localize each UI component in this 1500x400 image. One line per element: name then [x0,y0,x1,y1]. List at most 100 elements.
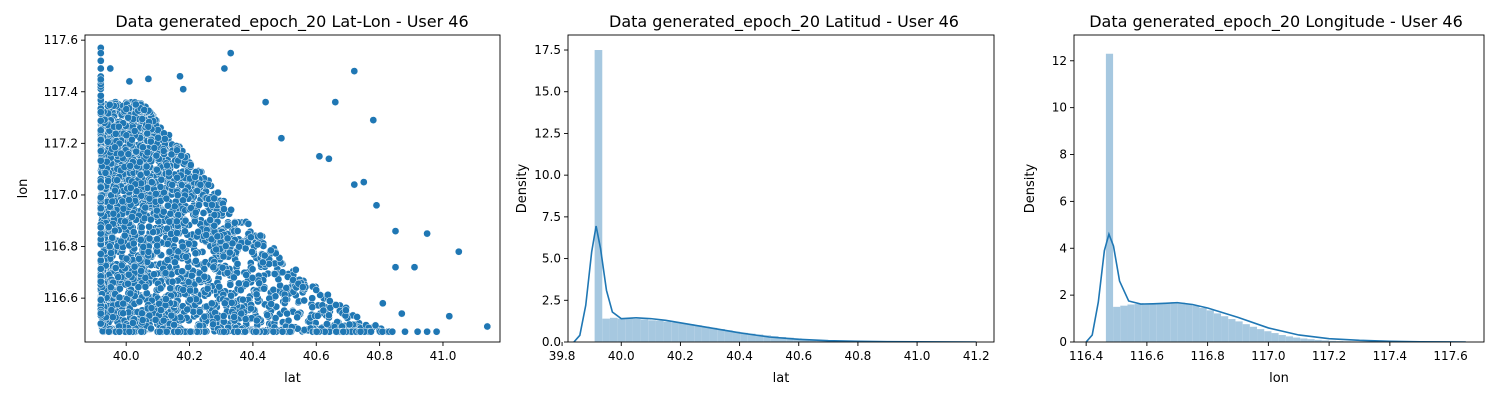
scatter-point [122,105,131,113]
histogram-bar [770,336,779,342]
scatter-point [369,116,378,124]
scatter-point [144,248,153,256]
scatter-point [174,247,183,256]
x-axis-label: lon [1269,371,1289,386]
scatter-point [161,135,169,143]
scatter-point [233,327,242,336]
histogram-bar [1141,303,1150,342]
scatter-point [96,147,105,155]
scatter-point [195,307,204,316]
histogram-bar [778,336,787,342]
scatter-point [225,248,234,257]
scatter-point [111,129,120,138]
histogram-bar [1300,338,1308,342]
scatter-point [378,299,387,308]
y-tick-label: 12 [1052,54,1067,68]
scatter-point [207,299,216,308]
scatter-point [187,204,195,212]
scatter-point [115,327,124,336]
histogram-bar [1321,340,1330,342]
scatter-point [151,316,160,324]
x-tick-label: 117.2 [1312,349,1346,363]
scatter-point [286,327,294,336]
scatter-point [130,262,139,271]
histogram-bar [686,324,695,342]
scatter-point [107,306,116,314]
scatter-point [291,265,300,274]
histogram-bar [678,323,687,342]
scatter-point [410,263,419,272]
y-tick-label: 8 [1059,148,1067,162]
scatter-point [109,313,117,322]
scatter-point [108,197,117,206]
scatter-point [242,271,251,279]
axes-frame [84,34,501,343]
histogram-bar [1329,340,1337,342]
y-tick-label: 6 [1059,194,1067,208]
scatter-point [218,263,227,272]
scatter-point [96,277,105,286]
scatter-point [142,162,151,171]
scatter-point [423,229,431,238]
scatter-point [200,272,209,281]
scatter-point [162,295,170,303]
histogram-bar [671,322,679,342]
scatter-point [199,209,208,217]
scatter-point [213,232,222,241]
scatter-point [391,227,400,235]
scatter-point [125,196,133,204]
scatter-point [111,264,120,272]
y-tick-label: 116.6 [44,291,78,305]
scatter-point [141,282,150,291]
scatter-point [332,327,341,336]
scatter-point [239,295,247,304]
scatter-point [124,113,133,122]
histogram-bar [1293,337,1301,342]
scatter-point [191,208,200,217]
scatter-point [293,313,302,322]
scatter-point [202,231,211,239]
scatter-point [147,304,156,312]
scatter-point [332,301,340,309]
scatter-point [248,265,257,274]
y-tick-label: 10 [1052,101,1067,115]
histogram-bar [632,318,641,342]
scatter-point [121,217,129,226]
scatter-point [325,154,333,163]
scatter-point [445,312,454,321]
x-tick-label: 39.8 [549,349,576,363]
scatter-point [372,201,381,210]
histogram-bar [602,318,610,342]
x-tick-label: 117.6 [1433,349,1467,363]
y-tick-label: 5.0 [542,252,561,266]
plot-area [1085,53,1466,342]
scatter-point [141,203,150,212]
scatter-point [281,295,290,304]
scatter-point [483,322,492,331]
scatter-point [187,271,196,280]
histogram-bar [717,328,725,342]
scatter-point [144,122,153,131]
scatter-point [298,283,307,291]
scatter-point [179,85,188,94]
y-tick-label: 117.6 [44,33,78,47]
scatter-point [230,218,239,227]
histogram-bar [1206,310,1214,342]
scatter-point [126,289,135,298]
histogram-bar [701,326,710,342]
x-tick-label: 40.4 [240,349,267,363]
scatter-point [223,234,232,243]
scatter-point [170,202,179,211]
scatter-point [138,115,147,123]
scatter-point [247,304,255,313]
scatter-point [128,135,136,144]
histogram-bar [1120,305,1128,342]
scatter-point [159,316,168,325]
histogram-bar [1336,341,1344,342]
scatter-point [267,246,275,255]
histogram-bar [1264,331,1272,342]
scatter-point [126,184,135,192]
scatter-point [194,227,203,236]
scatter-point [267,300,276,308]
scatter-point [139,243,148,251]
